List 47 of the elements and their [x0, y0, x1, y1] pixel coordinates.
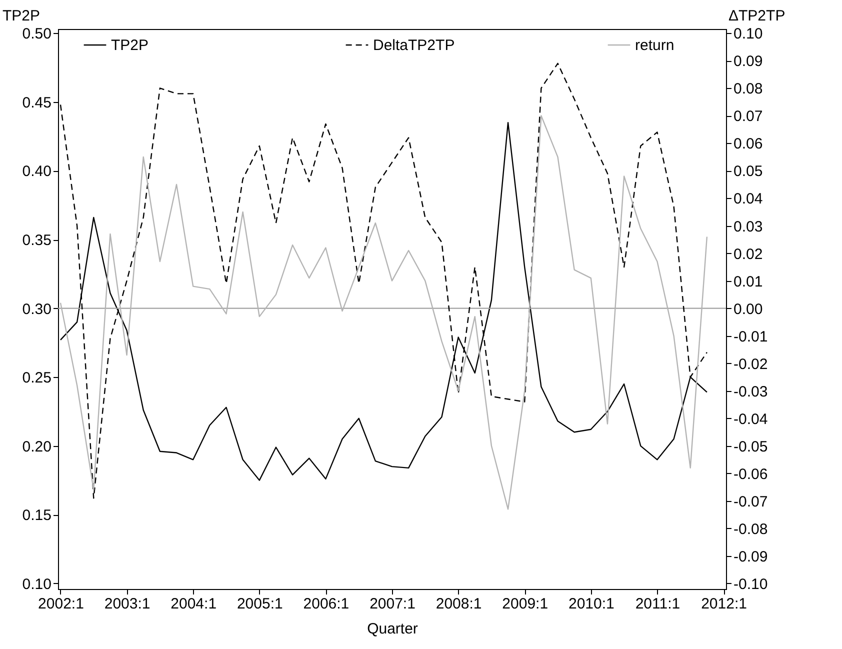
y-tick-label: 0.25 — [22, 370, 52, 387]
y2-tick-label: 0.03 — [734, 218, 763, 236]
y2-tick-label: -0.02 — [734, 356, 768, 373]
y2-tick-label: -0.08 — [734, 520, 768, 538]
x-tick-label: 2010:1 — [568, 596, 614, 612]
x-tick-label: 2006:1 — [303, 596, 350, 612]
legend-label: return — [635, 37, 674, 54]
y-tick-label: 0.35 — [22, 232, 52, 250]
y2-tick-label: -0.09 — [734, 548, 768, 566]
y2-tick-label: 0.10 — [734, 26, 763, 43]
y2-tick-label: 0.08 — [734, 80, 763, 98]
x-tick-label: 2009:1 — [502, 596, 548, 612]
y2-tick-label: -0.07 — [734, 493, 768, 510]
y2-tick-label: -0.10 — [734, 576, 768, 593]
x-tick-label: 2012:1 — [701, 596, 747, 612]
y-tick-label: 0.30 — [22, 300, 52, 318]
x-tick-label: 2011:1 — [635, 596, 680, 612]
x-tick-label: 2008:1 — [436, 596, 482, 612]
y-tick-label: 0.15 — [22, 507, 52, 524]
y2-tick-label: -0.05 — [734, 438, 768, 456]
y2-tick-label: -0.06 — [734, 466, 768, 483]
y2-tick-label: 0.06 — [734, 136, 763, 153]
x-tick-label: 2005:1 — [236, 596, 283, 612]
y-axis-title: TP2P — [2, 8, 40, 24]
x-axis-title: Quarter — [367, 620, 418, 638]
x-tick-label: 2007:1 — [370, 596, 416, 612]
y2-tick-label: -0.01 — [734, 328, 768, 346]
y2-tick-label: 0.02 — [734, 246, 763, 263]
legend-label: DeltaTP2TP — [373, 37, 455, 54]
y-tick-label: 0.40 — [22, 163, 52, 180]
y2-tick-label: 0.09 — [734, 53, 763, 70]
y-tick-label: 0.20 — [22, 438, 52, 456]
y2-tick-label: 0.05 — [734, 163, 763, 180]
y2-tick-label: -0.04 — [734, 410, 768, 428]
y2-tick-label: 0.00 — [734, 300, 763, 318]
x-tick-label: 2003:1 — [104, 596, 150, 612]
y2-tick-label: 0.01 — [734, 273, 763, 290]
y2-tick-label: -0.03 — [734, 383, 768, 400]
x-tick-label: 2002:1 — [38, 596, 84, 612]
y-tick-label: 0.10 — [22, 576, 52, 593]
y-tick-label: 0.50 — [22, 26, 52, 43]
y2-tick-label: 0.07 — [734, 108, 763, 126]
x-tick-label: 2004:1 — [170, 596, 217, 612]
legend-label: TP2P — [111, 37, 149, 54]
y2-axis-title: ΔTP2TP — [728, 8, 786, 24]
y2-tick-label: 0.04 — [734, 190, 763, 208]
y-tick-label: 0.45 — [22, 94, 52, 112]
